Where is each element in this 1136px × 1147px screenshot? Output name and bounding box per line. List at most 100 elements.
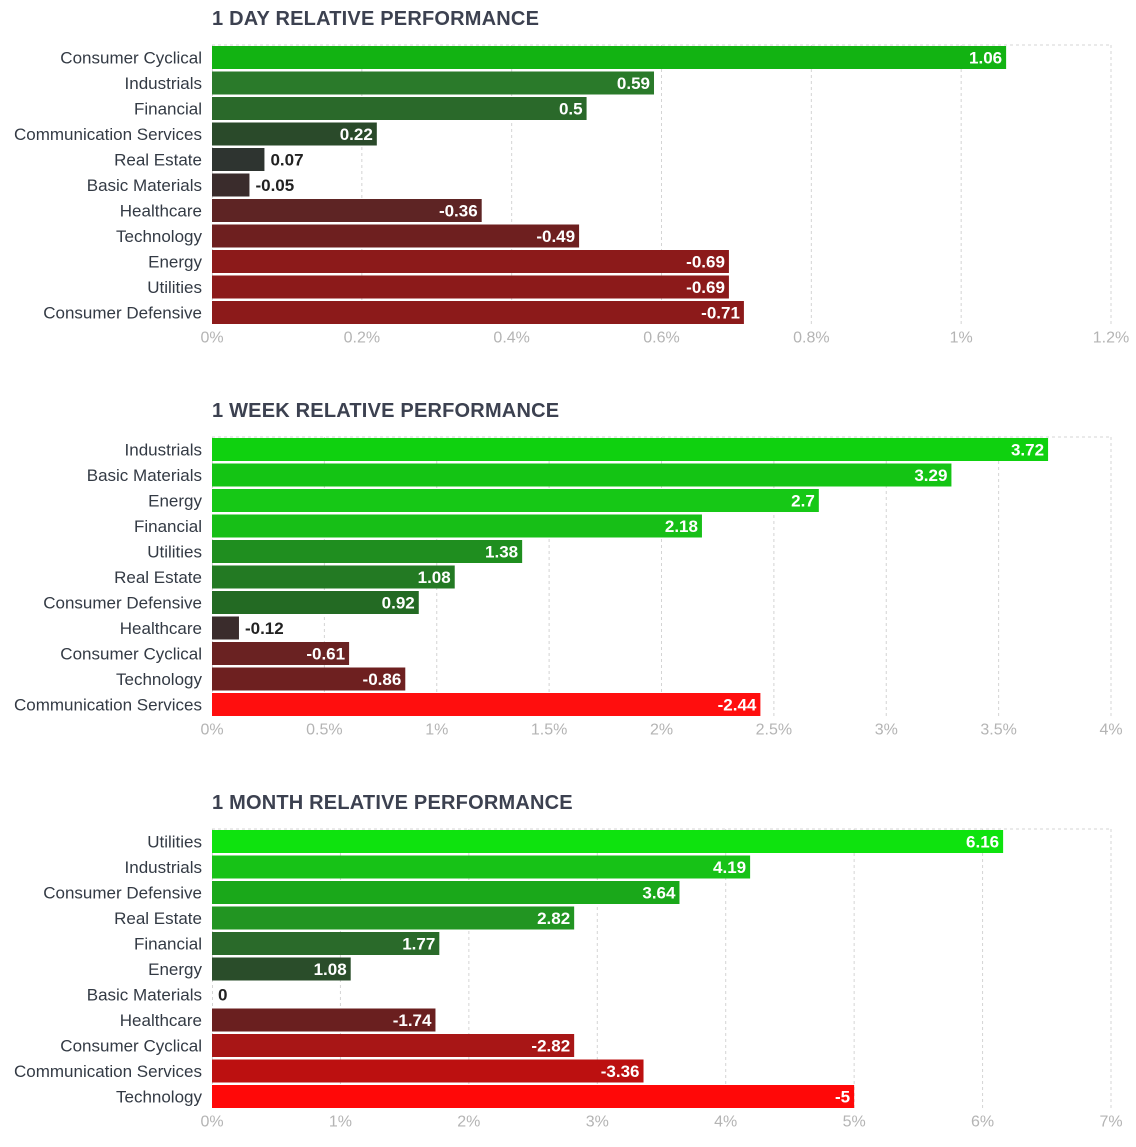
x-tick-label: 6% bbox=[971, 1114, 994, 1131]
category-label: Utilities bbox=[147, 543, 202, 562]
x-tick-label: 0% bbox=[200, 1114, 223, 1131]
data-label: 1.08 bbox=[314, 960, 347, 979]
category-label: Healthcare bbox=[120, 1011, 202, 1030]
bar[interactable] bbox=[212, 250, 729, 273]
category-label: Real Estate bbox=[114, 568, 202, 587]
category-label: Financial bbox=[134, 517, 202, 536]
category-label: Basic Materials bbox=[87, 176, 202, 195]
category-label: Financial bbox=[134, 100, 202, 119]
bar[interactable] bbox=[212, 97, 587, 120]
category-label: Energy bbox=[148, 960, 202, 979]
category-label: Consumer Defensive bbox=[43, 594, 202, 613]
category-label: Utilities bbox=[147, 278, 202, 297]
category-label: Consumer Cyclical bbox=[60, 1037, 202, 1056]
bar[interactable] bbox=[212, 907, 574, 930]
bar[interactable] bbox=[212, 464, 951, 487]
data-label: -5 bbox=[835, 1088, 850, 1107]
category-label: Consumer Cyclical bbox=[60, 645, 202, 664]
data-label: 0.59 bbox=[617, 74, 650, 93]
bar[interactable] bbox=[212, 276, 729, 299]
category-label: Healthcare bbox=[120, 619, 202, 638]
bar[interactable] bbox=[212, 46, 1006, 69]
chart-1-month: 1 MONTH RELATIVE PERFORMANCE Utilities 6.… bbox=[0, 784, 1136, 1147]
data-label: 0.5 bbox=[559, 100, 583, 119]
category-label: Financial bbox=[134, 935, 202, 954]
bar[interactable] bbox=[212, 489, 819, 512]
x-tick-label: 0% bbox=[200, 722, 223, 739]
category-label: Technology bbox=[116, 1088, 203, 1107]
bar[interactable] bbox=[212, 438, 1048, 461]
data-label: -2.82 bbox=[531, 1037, 570, 1056]
category-label: Industrials bbox=[125, 858, 202, 877]
data-label: 1.08 bbox=[418, 568, 451, 587]
category-label: Communication Services bbox=[14, 125, 202, 144]
data-label: -0.61 bbox=[306, 645, 345, 664]
x-tick-label: 3% bbox=[586, 1114, 609, 1131]
bar[interactable] bbox=[212, 174, 249, 197]
x-tick-label: 1% bbox=[329, 1114, 352, 1131]
bar[interactable] bbox=[212, 540, 522, 563]
category-label: Consumer Defensive bbox=[43, 884, 202, 903]
data-label: 3.64 bbox=[642, 884, 676, 903]
data-label: -0.49 bbox=[536, 227, 575, 246]
data-label: 2.82 bbox=[537, 909, 570, 928]
bar[interactable] bbox=[212, 225, 579, 248]
category-label: Healthcare bbox=[120, 202, 202, 221]
bar[interactable] bbox=[212, 1034, 574, 1057]
bar[interactable] bbox=[212, 617, 239, 640]
x-tick-label: 7% bbox=[1099, 1114, 1122, 1131]
x-tick-label: 0.6% bbox=[643, 330, 679, 347]
x-tick-label: 0.2% bbox=[344, 330, 380, 347]
data-label: -0.71 bbox=[701, 304, 740, 323]
data-label: -1.74 bbox=[393, 1011, 432, 1030]
bar[interactable] bbox=[212, 72, 654, 95]
category-label: Technology bbox=[116, 227, 203, 246]
data-label: 2.7 bbox=[791, 492, 815, 511]
bar[interactable] bbox=[212, 830, 1003, 853]
bar[interactable] bbox=[212, 693, 760, 716]
data-label: 3.72 bbox=[1011, 441, 1044, 460]
x-tick-label: 1.2% bbox=[1093, 330, 1129, 347]
chart-1-day: 1 DAY RELATIVE PERFORMANCE Consumer Cycl… bbox=[0, 0, 1136, 392]
data-label: 0 bbox=[218, 986, 227, 1005]
x-tick-label: 4% bbox=[714, 1114, 737, 1131]
bar[interactable] bbox=[212, 881, 679, 904]
bar[interactable] bbox=[212, 301, 744, 324]
x-tick-label: 0.8% bbox=[793, 330, 829, 347]
category-label: Energy bbox=[148, 492, 202, 511]
bar[interactable] bbox=[212, 515, 702, 538]
data-label: 2.18 bbox=[665, 517, 698, 536]
x-tick-label: 3.5% bbox=[980, 722, 1016, 739]
category-label: Basic Materials bbox=[87, 466, 202, 485]
bar[interactable] bbox=[212, 1060, 644, 1083]
category-label: Consumer Defensive bbox=[43, 304, 202, 323]
data-label: 0.92 bbox=[382, 594, 415, 613]
x-tick-label: 5% bbox=[843, 1114, 866, 1131]
data-label: 3.29 bbox=[914, 466, 947, 485]
x-tick-label: 3% bbox=[875, 722, 898, 739]
chart-1-week: 1 WEEK RELATIVE PERFORMANCE Industrials 3… bbox=[0, 392, 1136, 784]
data-label: -0.86 bbox=[363, 670, 402, 689]
category-label: Energy bbox=[148, 253, 202, 272]
x-tick-label: 1% bbox=[950, 330, 973, 347]
bar[interactable] bbox=[212, 148, 264, 171]
bar[interactable] bbox=[212, 856, 750, 879]
category-label: Real Estate bbox=[114, 151, 202, 170]
data-label: 1.77 bbox=[402, 935, 435, 954]
category-label: Communication Services bbox=[14, 1062, 202, 1081]
category-label: Real Estate bbox=[114, 909, 202, 928]
data-label: -0.12 bbox=[245, 619, 284, 638]
category-label: Utilities bbox=[147, 833, 202, 852]
x-tick-label: 0.5% bbox=[306, 722, 342, 739]
data-label: 1.06 bbox=[969, 49, 1002, 68]
x-tick-label: 2.5% bbox=[756, 722, 792, 739]
bar[interactable] bbox=[212, 1085, 854, 1108]
data-label: -0.69 bbox=[686, 278, 725, 297]
x-tick-label: 2% bbox=[650, 722, 673, 739]
x-tick-label: 0% bbox=[200, 330, 223, 347]
category-label: Communication Services bbox=[14, 696, 202, 715]
category-label: Consumer Cyclical bbox=[60, 49, 202, 68]
x-tick-label: 0.4% bbox=[493, 330, 529, 347]
category-label: Industrials bbox=[125, 74, 202, 93]
x-tick-label: 1.5% bbox=[531, 722, 567, 739]
